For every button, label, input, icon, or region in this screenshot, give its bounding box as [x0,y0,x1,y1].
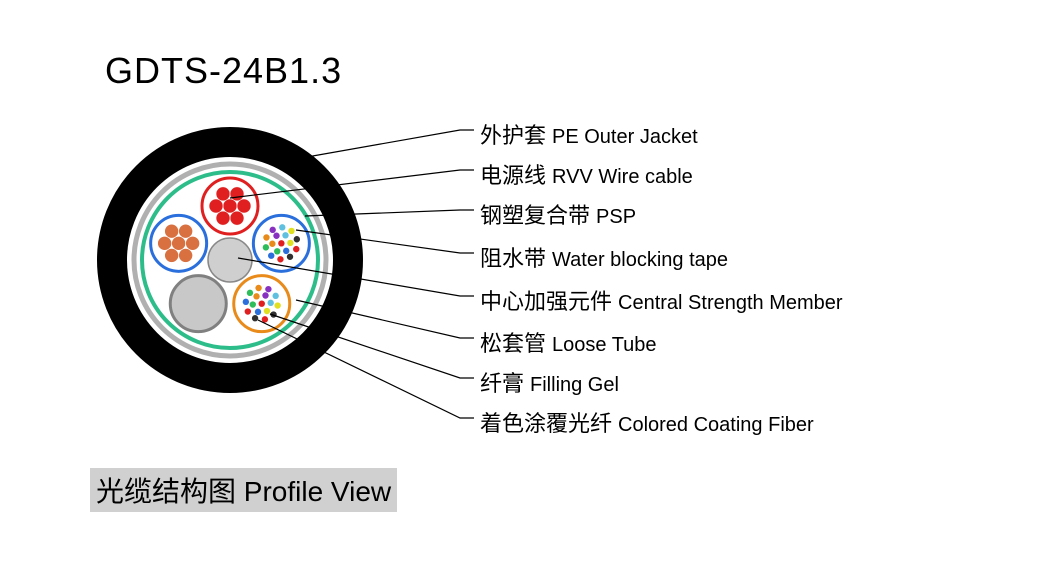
conductor-strand [230,211,244,225]
figure-caption: 光缆结构图 Profile View [90,468,397,512]
central-strength-member [208,238,252,282]
conductor-strand [216,211,230,225]
colored-fiber [287,240,293,246]
component-label: 中心加强元件 Central Strength Member [480,284,843,316]
colored-fiber [277,256,283,262]
label-en: RVV Wire cable [552,166,693,188]
colored-fiber [269,241,275,247]
colored-fiber [252,315,258,321]
label-cn: 电源线 [480,163,546,188]
colored-fiber [263,244,269,250]
conductor-strand [165,248,179,262]
colored-fiber [294,236,300,242]
colored-fiber [283,248,289,254]
colored-fiber [287,254,293,260]
figure-container: GDTS-24B1.3 外护套PE Outer Jacket电源线RVV Wir… [0,0,1060,572]
label-en: Water blocking tape [552,249,728,271]
leader-line [290,130,474,160]
component-label: 钢塑复合带 PSP [480,198,636,230]
label-cn: 外护套 [480,123,546,148]
conductor-strand [216,187,230,201]
label-cn: 纤膏 [480,371,524,396]
loose-tube [151,215,207,271]
colored-fiber [265,286,271,292]
conductor-strand [186,236,200,250]
component-label: 纤膏 Filling Gel [480,366,619,398]
colored-fiber [250,301,256,307]
label-en: PSP [596,206,636,228]
conductor-strand [223,199,237,213]
conductor-strand [179,224,193,238]
colored-fiber [247,290,253,296]
conductor-strand [158,236,172,250]
label-en: Central Strength Member [618,292,843,314]
component-label: 阻水带 Water blocking tape [480,241,728,273]
label-cn: 松套管 [480,331,546,356]
loose-tube [253,215,309,271]
colored-fiber [293,246,299,252]
loose-tube [202,178,258,234]
conductor-strand [230,187,244,201]
conductor-strand [172,236,186,250]
conductor-strand [209,199,223,213]
colored-fiber [253,293,259,299]
label-en: PE Outer Jacket [552,126,698,148]
loose-tube [234,276,290,332]
tube-wall [170,276,226,332]
colored-fiber [268,252,274,258]
colored-fiber [274,248,280,254]
colored-fiber [268,300,274,306]
colored-fiber [273,233,279,239]
component-label: 外护套 PE Outer Jacket [480,118,698,150]
colored-fiber [278,240,284,246]
component-label: 电源线 RVV Wire cable [480,158,693,190]
conductor-strand [165,224,179,238]
colored-fiber [255,309,261,315]
colored-fiber [259,300,265,306]
label-cn: 中心加强元件 [480,289,612,314]
component-label: 着色涂覆光纤 Colored Coating Fiber [480,406,814,438]
colored-fiber [274,302,280,308]
label-cn: 钢塑复合带 [480,203,590,228]
colored-fiber [270,227,276,233]
colored-fiber [255,285,261,291]
colored-fiber [288,228,294,234]
colored-fiber [282,232,288,238]
label-en: Filling Gel [530,374,619,396]
loose-tube [170,276,226,332]
colored-fiber [262,292,268,298]
colored-fiber [264,308,270,314]
label-cn: 着色涂覆光纤 [480,411,612,436]
colored-fiber [272,293,278,299]
label-en: Loose Tube [552,334,657,356]
conductor-strand [179,248,193,262]
colored-fiber [279,224,285,230]
label-cn: 阻水带 [480,246,546,271]
conductor-strand [237,199,251,213]
label-en: Colored Coating Fiber [618,414,814,436]
colored-fiber [263,234,269,240]
colored-fiber [243,299,249,305]
colored-fiber [245,308,251,314]
component-label: 松套管 Loose Tube [480,326,657,358]
